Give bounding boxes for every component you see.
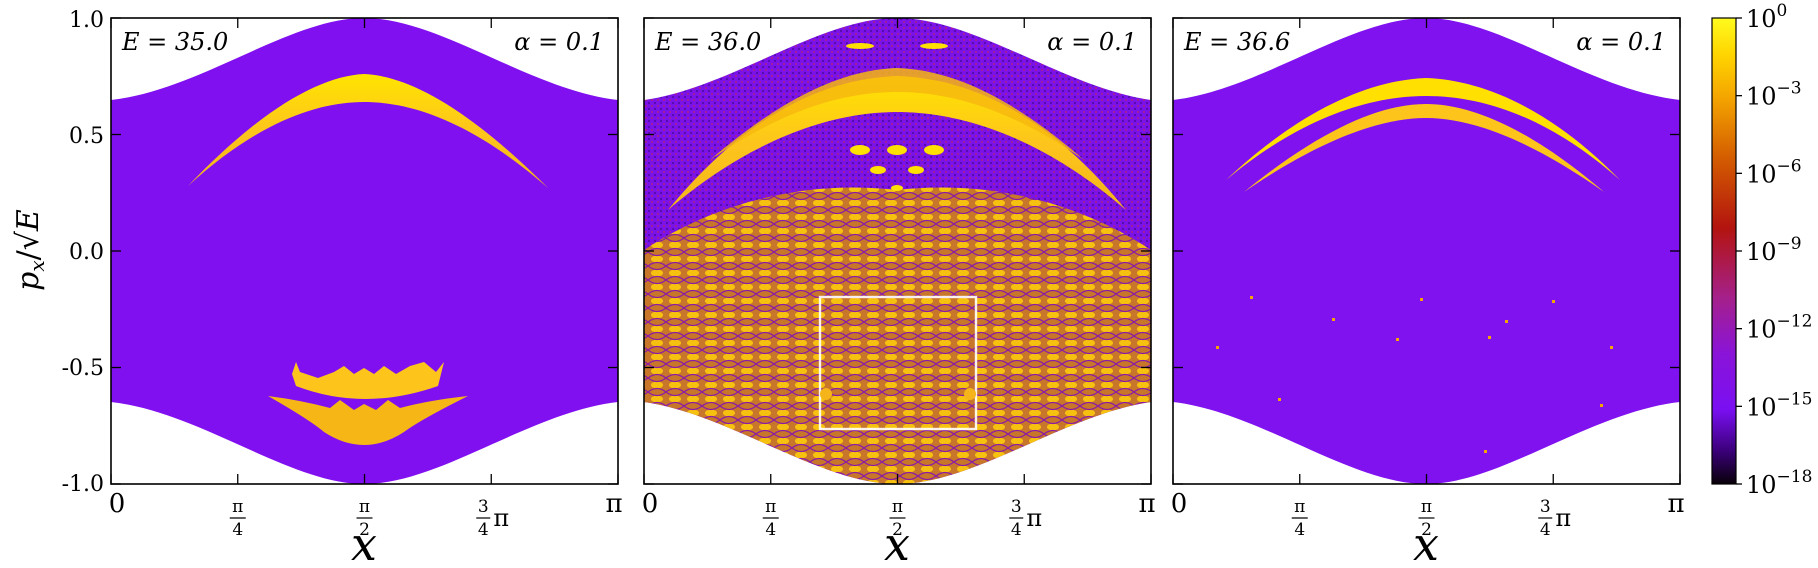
scatter-dots-right [1216, 296, 1613, 453]
colorbar-tick-label: 10−9 [1746, 234, 1802, 266]
colorbar: 100 10−3 10−6 10−9 10−12 10−15 10−18 [1711, 1, 1812, 499]
svg-text:π: π [359, 497, 370, 517]
svg-text:0: 0 [1171, 489, 1188, 519]
colorbar-tick-label: 10−18 [1746, 467, 1812, 499]
x-tick-label: π4 [762, 497, 779, 540]
x-tick-label: 0 [109, 489, 126, 519]
lower-crown-left [292, 362, 444, 399]
energy-label-right: E = 36.6 [1183, 28, 1290, 56]
x-tick-label: 3 4 π [476, 497, 509, 540]
y-tick--0.5: -0.5 [62, 356, 104, 381]
colorbar-ticks: 100 10−3 10−6 10−9 10−12 10−15 10−18 [1736, 1, 1812, 499]
svg-text:3: 3 [1011, 497, 1022, 517]
panel-left: E = 35.0 α = 0.1 [110, 17, 619, 485]
upper-arc-left [188, 74, 548, 188]
svg-text:π: π [1667, 489, 1684, 519]
alpha-label-left: α = 0.1 [514, 28, 604, 56]
energy-label-mid: E = 36.0 [654, 28, 761, 56]
svg-text:4: 4 [232, 520, 243, 540]
svg-text:px/√E: px/√E [11, 209, 49, 291]
x-tick-label: 0 [642, 489, 659, 519]
x-tick-label: 3 4 π [1009, 497, 1042, 540]
svg-text:2: 2 [359, 520, 370, 540]
svg-text:4: 4 [765, 520, 776, 540]
energy-label-left: E = 35.0 [121, 28, 228, 56]
svg-text:π: π [1421, 497, 1432, 517]
y-tick--1.0: -1.0 [62, 472, 104, 497]
svg-text:π: π [605, 489, 622, 519]
svg-text:4: 4 [1011, 520, 1022, 540]
colorbar-tick-label: 10−12 [1746, 312, 1812, 344]
svg-text:π: π [1294, 497, 1305, 517]
alpha-label-mid: α = 0.1 [1047, 28, 1137, 56]
svg-text:3: 3 [478, 497, 489, 517]
y-tick-0.5: 0.5 [69, 124, 104, 149]
colorbar-tick-label: 10−6 [1746, 156, 1802, 188]
y-axis-label: px/√E [11, 209, 49, 291]
x-tick-label: 0 [1171, 489, 1188, 519]
x-tick-label: π4 [229, 497, 246, 540]
svg-text:4: 4 [1540, 520, 1551, 540]
thin-arc-2-right [1244, 104, 1604, 192]
svg-text:2: 2 [892, 520, 903, 540]
y-tick-0.0: 0.0 [69, 240, 104, 265]
panel-right: E = 36.6 α = 0.1 [1172, 17, 1681, 485]
x-tick-label: π4 [1291, 497, 1308, 540]
colorbar-tick-label: 10−3 [1746, 79, 1802, 111]
x-tick-label: π [1667, 489, 1684, 519]
x-tick-label: π [605, 489, 622, 519]
y-tick-1.0: 1.0 [69, 8, 104, 33]
chaotic-sea-mid [644, 187, 1151, 484]
inset-box [818, 295, 978, 431]
colorbar-tick-label: 100 [1746, 1, 1787, 33]
svg-text:2: 2 [1421, 520, 1432, 540]
panel-middle: E = 36.0 α = 0.1 [643, 17, 1152, 485]
x-tick-label: 3 4 π [1538, 497, 1571, 540]
svg-text:π: π [1138, 489, 1155, 519]
svg-text:0: 0 [642, 489, 659, 519]
x-tick-label: π [1138, 489, 1155, 519]
x-tick-label: π2 [889, 497, 906, 540]
x-axis-label-right: x [1413, 517, 1439, 568]
svg-text:3: 3 [1540, 497, 1551, 517]
svg-text:π: π [232, 497, 243, 517]
inner-arc-mid [710, 68, 1084, 160]
svg-text:π: π [765, 497, 776, 517]
svg-text:π: π [1026, 504, 1042, 532]
x-axis-label-left: x [351, 517, 377, 568]
islands-mid [846, 43, 948, 191]
x-tick-label: π2 [356, 497, 373, 540]
phase-space-region-right [1173, 18, 1680, 484]
x-tick-label: π2 [1418, 497, 1435, 540]
colorbar-gradient [1711, 17, 1737, 485]
phase-space-region-left [111, 18, 618, 484]
svg-text:π: π [1555, 504, 1571, 532]
svg-text:π: π [493, 504, 509, 532]
x-axis-label-mid: x [884, 517, 910, 568]
svg-text:π: π [892, 497, 903, 517]
svg-text:4: 4 [478, 520, 489, 540]
svg-text:0: 0 [109, 489, 126, 519]
alpha-label-right: α = 0.1 [1576, 28, 1666, 56]
y-tick-labels: 1.0 0.5 0.0 -0.5 -1.0 [62, 8, 104, 497]
svg-text:4: 4 [1294, 520, 1305, 540]
lower-crown-2-left [268, 396, 468, 445]
colorbar-tick-label: 10−15 [1746, 389, 1812, 421]
